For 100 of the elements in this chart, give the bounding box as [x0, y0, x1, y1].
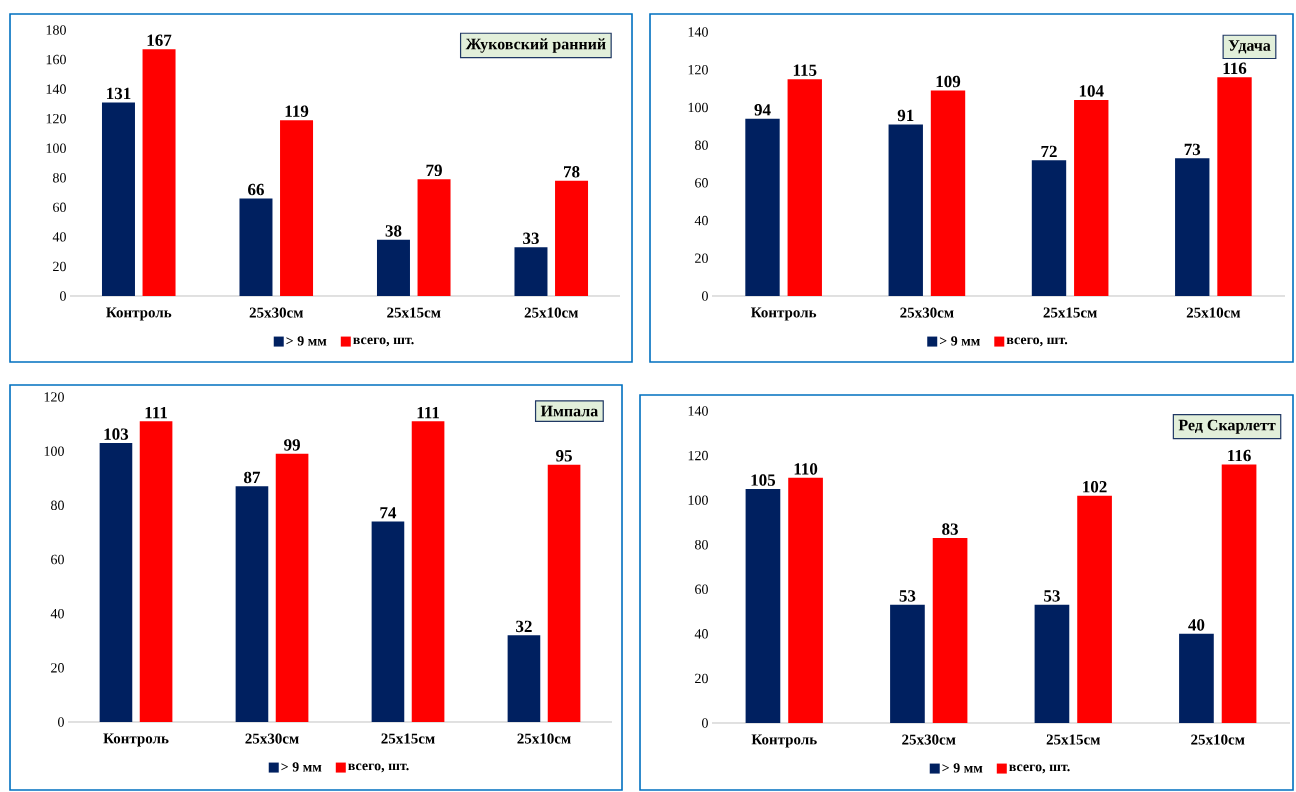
x-tick-label: 25х30см	[900, 307, 954, 318]
legend-label: > 9 мм	[281, 762, 322, 772]
data-label: 111	[145, 406, 168, 419]
x-tick-label: 25х15см	[387, 307, 441, 318]
bar	[101, 102, 135, 296]
y-tick-label: 20	[51, 663, 64, 673]
x-tick-label: 25х15см	[381, 733, 435, 744]
x-tick-label: 25х30см	[249, 307, 303, 318]
chart-title: Ред Скарлетт	[1178, 419, 1276, 434]
x-tick-label: Контроль	[750, 307, 817, 321]
chart-title: Удача	[1228, 40, 1271, 54]
bar	[787, 79, 822, 296]
y-tick-label: 120	[44, 392, 64, 402]
data-label: 38	[385, 225, 402, 237]
x-tick-label: 25х30см	[902, 734, 956, 745]
data-label: 79	[426, 164, 442, 177]
data-label: 87	[244, 471, 261, 484]
bar	[235, 486, 269, 722]
y-tick-label: 40	[52, 232, 66, 242]
y-tick-label: 0	[702, 718, 708, 728]
data-label: 53	[899, 590, 916, 602]
data-label: 119	[285, 105, 309, 117]
y-tick-label: 0	[60, 291, 66, 301]
data-label: 66	[248, 183, 264, 196]
data-label: 103	[104, 428, 129, 440]
chart-title: Жуковский ранний	[465, 38, 606, 53]
bar	[139, 421, 173, 722]
legend-label: всего, шт.	[1006, 337, 1068, 347]
x-tick-label: 25х10см	[1191, 734, 1245, 745]
bar	[788, 477, 823, 723]
y-tick-label: 140	[46, 84, 66, 94]
bar	[890, 604, 925, 723]
data-label: 116	[1223, 62, 1247, 75]
data-label: 94	[754, 104, 771, 116]
x-tick-label: 25х10см	[524, 307, 578, 318]
bar	[275, 453, 309, 722]
bar	[99, 443, 133, 722]
y-tick-label: 180	[46, 25, 66, 35]
y-tick-label: 120	[46, 113, 66, 124]
bar	[142, 49, 176, 296]
bar	[507, 635, 541, 722]
data-label: 131	[107, 87, 131, 100]
y-tick-label: 60	[695, 178, 708, 188]
bar	[745, 118, 780, 296]
bar	[1031, 160, 1067, 296]
y-tick-label: 120	[688, 64, 708, 75]
data-label: 53	[1044, 590, 1060, 602]
y-tick-label: 60	[695, 584, 708, 594]
data-label: 167	[147, 34, 172, 47]
y-tick-label: 80	[53, 173, 66, 183]
data-label: 115	[793, 64, 817, 76]
data-label: 74	[380, 507, 397, 519]
bar	[547, 464, 581, 722]
data-label: 102	[1083, 481, 1107, 493]
bar	[1175, 158, 1210, 296]
x-tick-label: Контроль	[751, 734, 817, 748]
y-tick-label: 60	[51, 554, 64, 565]
y-tick-label: 120	[688, 450, 708, 461]
bar	[514, 247, 548, 296]
bar	[888, 124, 923, 296]
y-tick-label: 20	[695, 673, 708, 684]
bar	[371, 521, 405, 722]
chart-title: Импала	[540, 405, 598, 417]
y-tick-label: 140	[688, 27, 708, 37]
y-tick-label: 20	[53, 261, 66, 272]
bar	[1179, 633, 1214, 723]
data-label: 105	[751, 474, 776, 486]
data-label: 32	[516, 620, 532, 633]
data-label: 83	[942, 523, 958, 535]
y-tick-label: 40	[694, 215, 708, 226]
y-tick-label: 140	[688, 406, 708, 416]
y-tick-label: 40	[694, 629, 708, 639]
x-tick-label: Контроль	[103, 733, 169, 747]
y-tick-label: 100	[44, 446, 64, 456]
y-tick-label: 100	[688, 102, 708, 113]
bar	[411, 421, 445, 722]
y-tick-label: 40	[50, 608, 64, 619]
bar	[745, 488, 781, 723]
legend-label: > 9 мм	[942, 763, 983, 773]
bar	[1034, 604, 1070, 723]
y-tick-label: 160	[46, 54, 66, 65]
legend-label: > 9 мм	[939, 336, 980, 346]
data-label: 104	[1079, 85, 1104, 97]
data-label: 110	[794, 463, 818, 475]
y-tick-label: 80	[51, 500, 64, 511]
bar	[1217, 77, 1252, 296]
y-tick-label: 0	[58, 717, 64, 727]
bar	[555, 180, 589, 296]
x-tick-label: Контроль	[106, 307, 172, 321]
y-tick-label: 80	[695, 140, 708, 150]
data-label: 99	[284, 439, 300, 451]
legend-label: всего, шт.	[348, 763, 409, 773]
y-tick-label: 20	[695, 253, 708, 263]
data-label: 111	[417, 406, 440, 419]
legend-label: всего, шт.	[353, 337, 414, 347]
bar	[239, 198, 273, 296]
x-tick-label: 25х30см	[245, 733, 299, 744]
legend-label: всего, шт.	[1009, 764, 1070, 774]
bar	[932, 538, 968, 723]
data-label: 78	[564, 166, 580, 178]
